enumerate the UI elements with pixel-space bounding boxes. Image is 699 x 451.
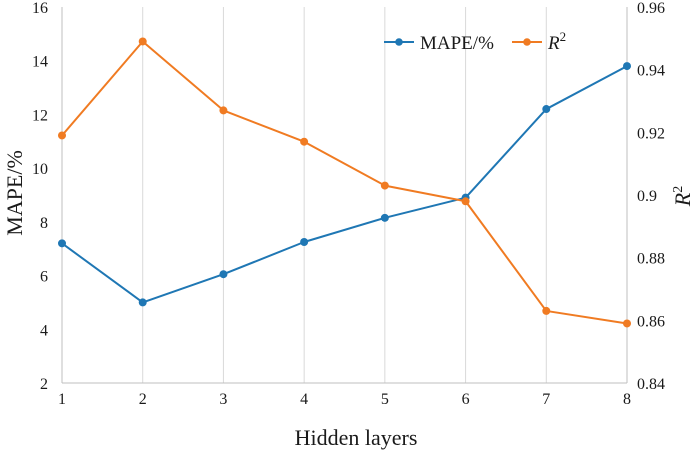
r2-data-point <box>219 106 228 115</box>
x-tick-label: 7 <box>542 391 550 408</box>
y-right-tick-label: 0.94 <box>637 63 665 80</box>
r2-series-line <box>61 40 628 325</box>
y-right-tick-label: 0.92 <box>637 125 665 142</box>
mape-data-point <box>219 270 228 279</box>
x-tick-label: 6 <box>462 391 470 408</box>
y-left-tick-label: 6 <box>40 269 48 286</box>
r2-data-point <box>380 181 389 190</box>
y-right-tick-label: 0.9 <box>637 188 657 205</box>
y-left-tick-label: 10 <box>32 161 48 178</box>
y-left-tick-label: 8 <box>40 215 48 232</box>
ticks-layer: 1 2 3 4 5 6 7 82468101214160.840.860.880.90.920… <box>32 0 665 408</box>
x-tick-label: 5 <box>381 391 389 408</box>
legend-r2-label-sup: 2 <box>560 29 567 44</box>
mape-data-point <box>380 213 389 222</box>
r2-data-point <box>542 306 551 315</box>
y-right-tick-label: 0.96 <box>637 0 665 17</box>
y-right-axis-title-sup: 2 <box>671 186 686 193</box>
legend-r2-marker <box>523 38 531 46</box>
x-tick-label: 2 <box>139 391 147 408</box>
x-tick-label: 1 <box>58 391 66 408</box>
legend-r2-label-base: R <box>547 33 560 54</box>
y-left-tick-label: 2 <box>40 376 48 393</box>
mape-data-point <box>542 105 551 114</box>
legend-mape-marker <box>395 38 403 46</box>
r2-data-point <box>623 319 631 328</box>
mape-series-line <box>61 65 628 304</box>
y-right-tick-label: 0.88 <box>637 251 665 268</box>
legend: MAPE/% R2 <box>384 29 566 54</box>
y-right-tick-label: 0.86 <box>637 313 665 330</box>
x-axis-title: Hidden layers <box>295 425 418 450</box>
r2-data-point <box>300 137 309 146</box>
axes-layer <box>61 7 628 384</box>
grid-layer <box>61 7 628 383</box>
y-right-axis-title-base: R <box>670 192 695 207</box>
y-left-tick-label: 16 <box>32 0 48 17</box>
series-layer <box>58 37 631 328</box>
mape-data-point <box>300 238 309 246</box>
mape-data-point <box>138 298 147 307</box>
x-tick-label: 8 <box>623 391 631 408</box>
x-tick-label: 3 <box>219 391 227 408</box>
r2-data-point <box>138 37 147 46</box>
y-left-tick-label: 4 <box>40 322 48 339</box>
y-left-axis-title: MAPE/% <box>2 150 27 236</box>
x-tick-label: 4 <box>300 391 308 408</box>
mape-data-point <box>623 62 631 71</box>
legend-mape-label: MAPE/% <box>420 33 494 54</box>
y-left-tick-label: 14 <box>32 54 48 71</box>
y-left-tick-label: 12 <box>32 107 48 124</box>
mape-data-point <box>58 239 66 248</box>
y-right-tick-label: 0.84 <box>637 376 665 393</box>
legend-r2-label: R2 <box>547 29 566 54</box>
y-right-axis-title: R2 <box>670 186 695 207</box>
r2-data-point <box>461 197 470 206</box>
r2-data-point <box>58 131 66 140</box>
